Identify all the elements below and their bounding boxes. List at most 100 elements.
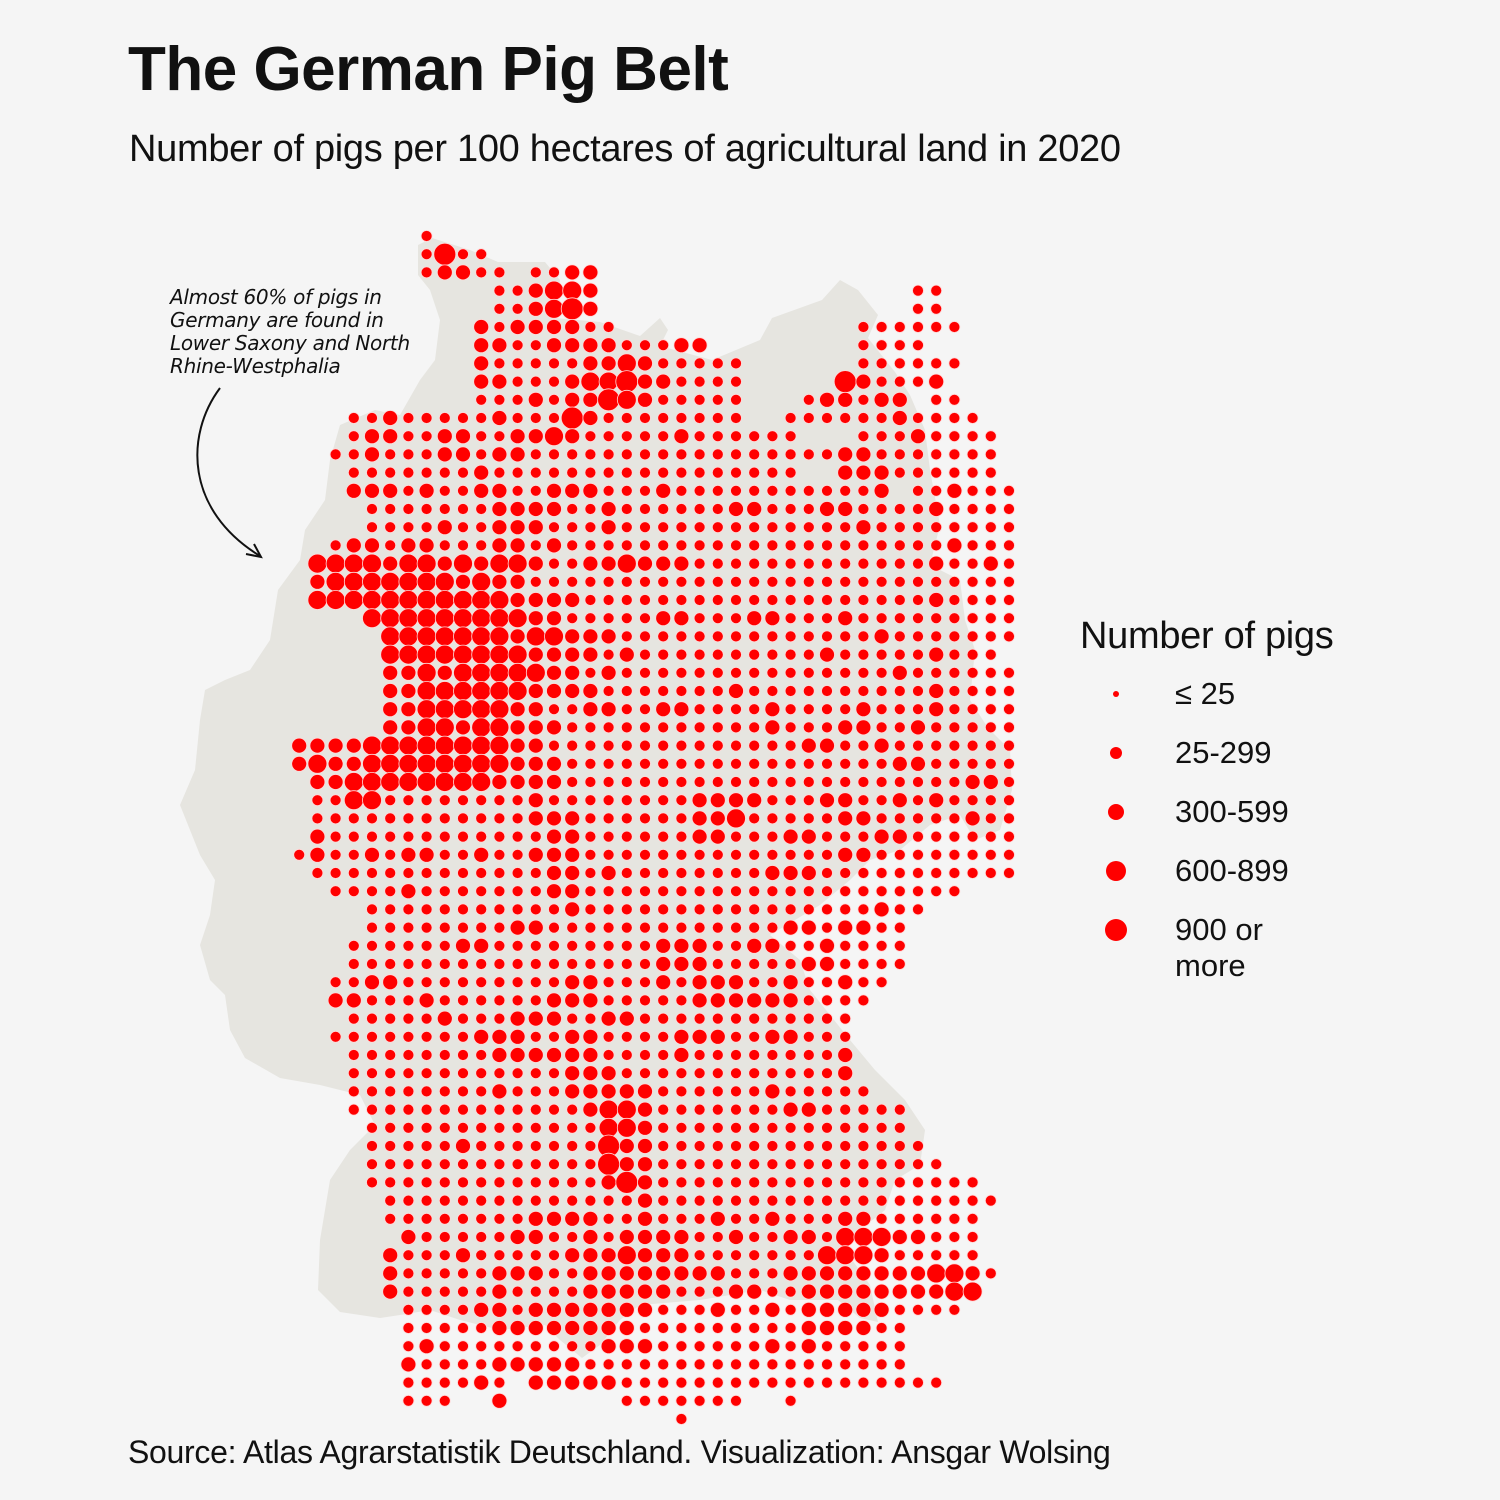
- pig-density-dot: [639, 448, 651, 461]
- pig-density-dot: [784, 958, 797, 970]
- pig-density-dot: [891, 1229, 908, 1245]
- pig-density-dot: [748, 484, 761, 497]
- pig-density-dot: [600, 355, 617, 372]
- pig-density-dot: [475, 503, 488, 515]
- pig-density-dot: [602, 939, 615, 952]
- pig-density-dot: [764, 1301, 781, 1318]
- pig-density-dot: [293, 848, 306, 861]
- pig-density-dot: [711, 1358, 724, 1371]
- pig-density-dot: [711, 666, 724, 679]
- pig-density-dot: [928, 701, 945, 718]
- pig-density-dot: [711, 903, 724, 916]
- pig-density-dot: [457, 812, 469, 825]
- pig-density-dot: [529, 1249, 542, 1262]
- pig-density-dot: [416, 735, 437, 756]
- pig-density-dot: [620, 466, 633, 479]
- pig-density-dot: [730, 958, 742, 970]
- pig-density-dot: [821, 776, 833, 788]
- pig-density-dot: [615, 370, 639, 394]
- pig-density-dot: [602, 830, 615, 843]
- pig-density-dot: [398, 772, 419, 792]
- pig-density-dot: [857, 1140, 870, 1152]
- pig-density-dot: [711, 557, 724, 570]
- pig-density-dot: [766, 503, 779, 515]
- pig-density-dot: [309, 828, 326, 845]
- pig-density-dot: [693, 648, 706, 661]
- pig-density-dot: [637, 1101, 653, 1118]
- pig-density-dot: [491, 1083, 508, 1100]
- pig-density-dot: [673, 937, 690, 954]
- pig-density-dot: [453, 735, 473, 756]
- pig-density-dot: [730, 1303, 742, 1316]
- pig-density-dot: [457, 994, 469, 1007]
- pig-density-dot: [875, 1194, 888, 1207]
- pig-density-dot: [582, 1283, 599, 1300]
- pig-density-dot: [875, 321, 888, 333]
- pig-density-dot: [527, 300, 544, 317]
- pig-density-dot: [657, 630, 670, 643]
- pig-density-dot: [566, 958, 579, 970]
- pig-density-dot: [675, 357, 688, 370]
- pig-density-dot: [602, 976, 615, 989]
- pig-density-dot: [966, 521, 979, 534]
- pig-density-dot: [928, 646, 945, 663]
- pig-density-dot: [675, 830, 688, 843]
- pig-density-dot: [416, 681, 437, 701]
- pig-density-dot: [893, 557, 906, 570]
- pig-density-dot: [966, 666, 979, 679]
- pig-density-dot: [782, 992, 799, 1009]
- pig-density-dot: [837, 810, 854, 827]
- pig-density-dot: [529, 1285, 542, 1298]
- pig-density-dot: [802, 1121, 815, 1134]
- pig-density-dot: [821, 921, 833, 934]
- pig-density-dot: [582, 482, 599, 499]
- pig-density-dot: [511, 794, 524, 807]
- pig-density-dot: [475, 867, 488, 879]
- pig-density-dot: [566, 1140, 579, 1152]
- pig-density-dot: [784, 1322, 797, 1334]
- pig-density-dot: [329, 1030, 342, 1043]
- pig-density-dot: [784, 484, 797, 497]
- pig-density-dot: [728, 974, 744, 991]
- pig-density-dot: [839, 757, 852, 770]
- pig-density-dot: [748, 575, 761, 588]
- pig-density-dot: [693, 1067, 706, 1080]
- pig-density-dot: [420, 1030, 433, 1043]
- pig-density-dot: [875, 1103, 888, 1116]
- pig-density-dot: [930, 484, 943, 497]
- pig-density-dot: [436, 664, 453, 681]
- pig-density-dot: [420, 503, 433, 515]
- pig-density-dot: [527, 1047, 544, 1063]
- pig-density-dot: [875, 848, 888, 861]
- pig-density-dot: [875, 685, 888, 697]
- pig-density-dot: [748, 1212, 761, 1225]
- pig-density-dot: [529, 448, 542, 461]
- pig-density-dot: [620, 867, 633, 879]
- pig-density-dot: [602, 575, 615, 588]
- pig-density-dot: [402, 903, 415, 916]
- pig-density-dot: [948, 794, 961, 807]
- pig-density-dot: [912, 1303, 924, 1316]
- pig-density-dot: [839, 521, 852, 534]
- pig-density-dot: [527, 519, 544, 536]
- pig-density-dot: [966, 1231, 979, 1243]
- pig-density-dot: [366, 994, 378, 1007]
- pig-density-dot: [380, 590, 401, 610]
- pig-density-dot: [584, 921, 597, 934]
- pig-density-dot: [839, 1376, 852, 1389]
- pig-density-dot: [948, 1231, 961, 1243]
- pig-density-dot: [457, 1322, 469, 1334]
- pig-density-dot: [730, 921, 742, 934]
- pig-density-dot: [400, 1356, 417, 1373]
- pig-density-dot: [420, 958, 433, 970]
- pig-density-dot: [875, 503, 888, 515]
- pig-density-dot: [489, 626, 510, 647]
- pig-density-dot: [893, 685, 906, 697]
- pig-density-dot: [691, 956, 708, 972]
- pig-density-dot: [839, 885, 852, 898]
- pig-density-dot: [930, 1212, 943, 1225]
- pig-density-dot: [766, 557, 779, 570]
- pig-density-dot: [748, 1085, 761, 1098]
- pig-density-dot: [711, 1231, 724, 1243]
- pig-density-dot: [857, 503, 870, 515]
